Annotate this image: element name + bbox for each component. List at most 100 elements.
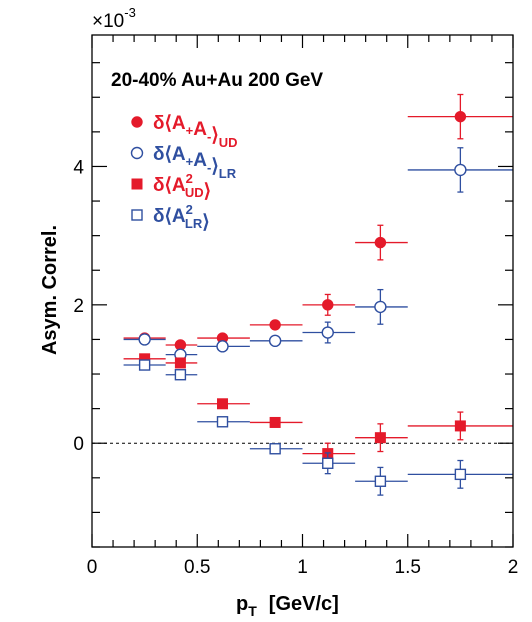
- data-marker: [374, 432, 386, 444]
- legend-entry-3: δ⟨A2 UD⟩: [131, 171, 211, 202]
- x-tick-label: 2: [508, 557, 519, 578]
- data-point: [197, 340, 250, 353]
- data-point: [407, 147, 513, 193]
- legend-superscript: 2: [186, 171, 193, 186]
- legend-text-part: ⟩: [211, 125, 218, 146]
- legend-subscript: LR: [219, 166, 237, 181]
- legend-text-part: δ⟨A: [153, 144, 186, 165]
- legend-label: δ⟨A2 LR⟩: [153, 202, 210, 233]
- legend-entry-1: δ⟨A+A-⟩UD: [131, 113, 238, 150]
- legend-subscript: -: [207, 160, 211, 175]
- y-multiplier: ×10-3: [92, 5, 136, 32]
- legend-marker: [131, 116, 143, 128]
- legend-label: δ⟨A+A-⟩LR: [153, 144, 237, 181]
- data-point: [249, 319, 303, 331]
- data-marker: [322, 299, 334, 311]
- y-tick-label: 4: [73, 157, 84, 178]
- series-1: [123, 93, 513, 351]
- data-marker: [374, 236, 387, 249]
- legend-text-part: δ⟨A: [153, 113, 186, 134]
- legend-marker: [130, 146, 144, 160]
- data-marker: [321, 326, 334, 339]
- legend-marker: [131, 209, 143, 221]
- data-point: [407, 411, 513, 441]
- legend-entry-2: δ⟨A+A-⟩LR: [130, 144, 237, 181]
- y-multiplier-exponent: -3: [124, 5, 136, 20]
- legend-entry-4: δ⟨A2 LR⟩: [131, 202, 210, 233]
- data-marker: [174, 369, 187, 381]
- series-2: [123, 147, 513, 361]
- data-point: [249, 416, 303, 428]
- x-axis-label-p: p: [236, 593, 248, 615]
- y-multiplier-base: ×10: [92, 11, 124, 32]
- legend-subscript: +: [186, 123, 194, 138]
- data-marker: [216, 340, 229, 353]
- legend-text-part: A: [193, 119, 207, 140]
- data-marker: [269, 416, 281, 428]
- data-marker: [454, 110, 467, 123]
- data-point: [302, 321, 356, 344]
- data-marker: [454, 163, 467, 177]
- legend-subscript: UD: [185, 185, 204, 200]
- x-tick-label: 1.5: [395, 557, 421, 578]
- legend-text-part: δ⟨A: [153, 175, 186, 196]
- y-tick-label: 2: [73, 296, 84, 317]
- x-axis-label: pT [GeV/c]: [236, 593, 339, 619]
- data-point: [165, 357, 198, 369]
- data-point: [197, 398, 250, 410]
- legend-subscript: LR: [185, 216, 203, 231]
- data-point: [355, 288, 408, 325]
- x-tick-label: 0: [87, 557, 98, 578]
- data-marker: [138, 333, 151, 346]
- data-marker: [374, 475, 387, 487]
- data-marker: [322, 457, 334, 469]
- legend-text-part: δ⟨A: [153, 206, 186, 227]
- data-marker: [269, 319, 281, 331]
- data-point: [355, 466, 408, 496]
- legend: δ⟨A+A-⟩UDδ⟨A+A-⟩LRδ⟨A2 UD⟩δ⟨A2 LR⟩: [130, 113, 238, 233]
- x-tick-label: 0.5: [184, 557, 210, 578]
- data-marker: [174, 357, 186, 369]
- data-marker: [217, 398, 229, 410]
- axis-labels: ×10-3 20-40% Au+Au 200 GeV Asym. Correl.…: [39, 5, 518, 619]
- legend-marker: [131, 178, 143, 190]
- data-marker: [268, 334, 282, 348]
- data-point: [165, 348, 198, 361]
- data-marker: [216, 416, 229, 428]
- legend-subscript: UD: [219, 135, 238, 150]
- data-point: [197, 416, 250, 428]
- data-point: [123, 359, 166, 371]
- y-tick-label: 0: [73, 434, 84, 455]
- data-marker: [374, 300, 387, 314]
- data-point: [355, 224, 408, 261]
- data-point: [123, 333, 166, 346]
- legend-label: δ⟨A2 UD⟩: [153, 171, 211, 202]
- data-marker: [454, 420, 466, 432]
- data-point: [249, 443, 303, 455]
- plot-frame: [91, 34, 514, 548]
- data-marker: [454, 468, 467, 481]
- legend-text-part: ⟩: [202, 212, 209, 233]
- data-marker: [269, 443, 281, 455]
- x-tick-label: 1: [297, 557, 308, 578]
- series-4: [123, 359, 513, 496]
- data-point: [302, 452, 356, 475]
- x-axis-label-subscript: T: [248, 603, 257, 619]
- data-point: [407, 459, 513, 489]
- legend-label: δ⟨A+A-⟩UD: [153, 113, 238, 150]
- legend-text-part: A: [193, 150, 207, 171]
- legend-subscript: -: [207, 129, 211, 144]
- y-axis-label: Asym. Correl.: [39, 225, 61, 355]
- data-point: [302, 293, 356, 316]
- data-marker: [138, 359, 151, 371]
- chart-title: 20-40% Au+Au 200 GeV: [111, 70, 323, 91]
- legend-text-part: ⟩: [211, 156, 218, 177]
- data-point: [355, 423, 408, 453]
- data-point: [165, 369, 198, 381]
- legend-subscript: +: [186, 154, 194, 169]
- data-point: [407, 93, 513, 140]
- data-series: [123, 93, 513, 496]
- data-point: [249, 334, 303, 348]
